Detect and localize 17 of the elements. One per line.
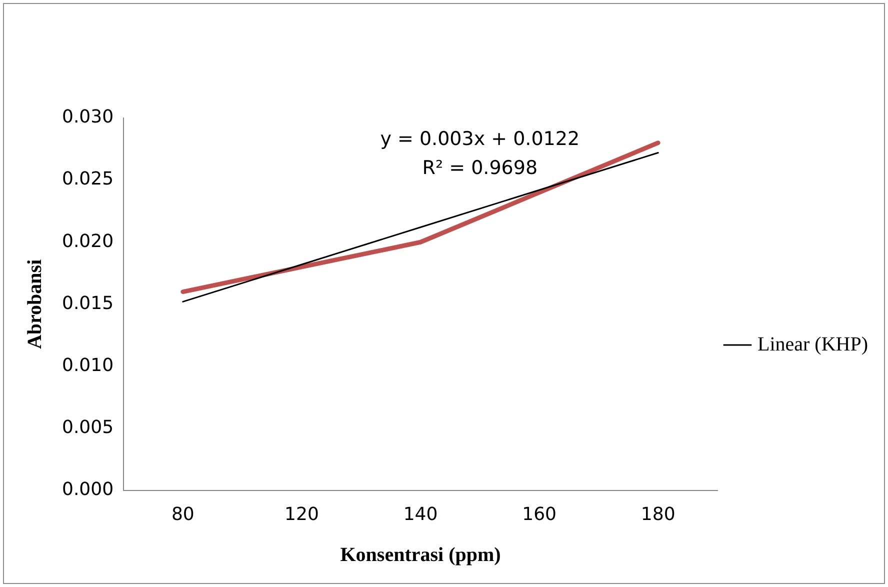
x-tick-label: 160 <box>522 504 556 525</box>
y-tick-label: 0.005 <box>62 417 114 438</box>
y-tick-label: 0.025 <box>62 168 114 190</box>
y-tick-label: 0.015 <box>62 292 114 314</box>
x-tick-label: 140 <box>403 504 438 525</box>
x-tick-label: 180 <box>640 504 676 525</box>
x-tick-label: 120 <box>284 504 319 525</box>
x-axis-title: Konsentrasi (ppm) <box>340 544 501 566</box>
legend-label: Linear (KHP) <box>757 333 868 356</box>
y-tick-label: 0.020 <box>62 230 114 252</box>
annotation: R² = 0.9698 <box>422 156 538 179</box>
y-tick-label: 0.030 <box>62 106 114 128</box>
x-tick-label: 80 <box>171 504 194 525</box>
y-tick-label: 0.010 <box>62 354 114 376</box>
y-tick-label: 0.000 <box>62 479 114 500</box>
y-axis-title: Abrobansi <box>24 258 46 350</box>
annotation: y = 0.003x + 0.0122 <box>380 128 580 150</box>
